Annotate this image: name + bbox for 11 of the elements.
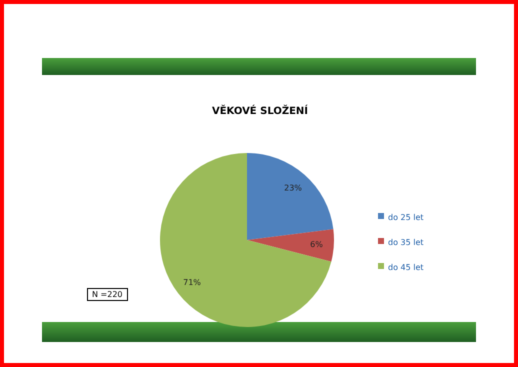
legend-label: do 25 let [388,213,424,222]
data-label: 23% [284,183,302,192]
pie-slice [247,229,334,262]
pie-slice [160,153,332,327]
data-label: 6% [310,240,324,249]
legend-label: do 35 let [388,238,424,247]
data-label: 71% [183,278,202,288]
chart-title: VĚKOVÉ SLOŽENÍ [210,106,310,117]
pie-slice [247,153,334,240]
text: N =220 [87,288,128,301]
legend-label: do 45 let [388,263,424,272]
